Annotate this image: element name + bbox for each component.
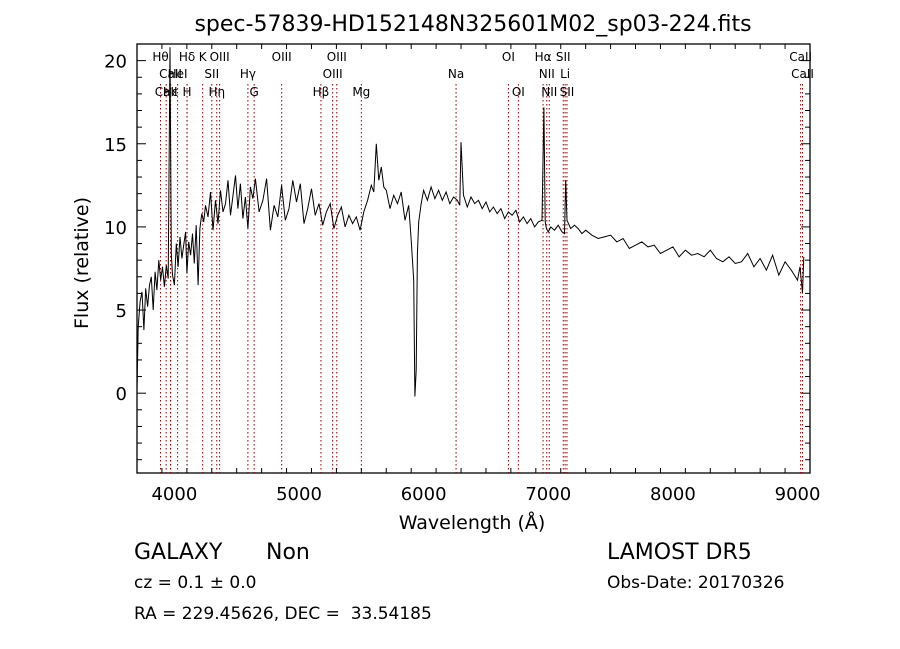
line-marker-label: OIII — [210, 50, 230, 64]
x-tick-label: 9000 — [775, 484, 821, 505]
line-markers: CaIICaIIHεHθHeIHδHKSIIHηOIIIHγGOIIIHβOII… — [152, 50, 814, 473]
observation-date: Obs-Date: 20170326 — [607, 573, 785, 593]
line-marker-label: SII — [556, 50, 571, 64]
line-marker-label: OIII — [272, 50, 292, 64]
line-marker-label: OI — [502, 50, 515, 64]
chart-title: spec-57839-HD152148N325601M02_sp03-224.f… — [194, 12, 751, 37]
line-marker-label: HeI — [168, 67, 188, 81]
y-axis-label: Flux (relative) — [71, 197, 93, 329]
x-axis-label: Wavelength (Å) — [399, 511, 546, 534]
redshift-text: cz = 0.1 ± 0.0 — [134, 573, 257, 593]
x-tick-label: 7000 — [525, 484, 571, 505]
line-marker-label: Hγ — [240, 67, 256, 81]
x-tick-label: 4000 — [151, 484, 197, 505]
y-tick-label: 0 — [116, 384, 127, 405]
plot-frame — [136, 43, 811, 474]
line-marker-label: Mg — [352, 85, 370, 99]
object-subclass: Non — [266, 540, 310, 565]
line-marker-label: CaII — [791, 67, 814, 81]
coordinates-text: RA = 229.45626, DEC = 33.54185 — [134, 604, 432, 624]
line-marker-label: NII — [539, 67, 555, 81]
x-tick-label: 6000 — [401, 484, 447, 505]
y-axis-ticks: 0 5 10 15 20 — [104, 52, 810, 461]
x-tick-label: 5000 — [276, 484, 322, 505]
y-tick-label: 15 — [104, 135, 127, 156]
line-marker-label: Na — [448, 67, 464, 81]
line-marker-label: Hβ — [313, 85, 330, 99]
y-tick-label: 5 — [116, 301, 127, 322]
line-marker-label: CaII — [789, 50, 812, 64]
line-marker-label: SII — [204, 67, 219, 81]
line-marker-label: Li — [560, 67, 570, 81]
line-marker-label: Hη — [208, 85, 225, 99]
line-marker-label: Hα — [535, 50, 552, 64]
spectrum-line — [136, 47, 805, 397]
line-marker-label: OIII — [327, 50, 347, 64]
line-marker-label: Hθ — [152, 50, 168, 64]
y-tick-label: 20 — [104, 52, 127, 73]
line-marker-label: SII — [560, 85, 575, 99]
line-marker-label: Hδ — [179, 50, 195, 64]
line-marker-label: G — [249, 85, 258, 99]
line-marker-label: K — [199, 50, 208, 64]
y-tick-label: 10 — [104, 218, 127, 239]
x-axis-ticks: 4000 5000 6000 7000 8000 9000 — [136, 44, 821, 505]
line-marker-label: OIII — [323, 67, 343, 81]
x-tick-label: 8000 — [650, 484, 696, 505]
line-marker-label: H — [182, 85, 191, 99]
line-marker-label: OI — [512, 85, 525, 99]
object-class: GALAXY — [134, 540, 223, 565]
line-marker-label: NII — [541, 85, 557, 99]
survey-name: LAMOST DR5 — [607, 540, 752, 565]
